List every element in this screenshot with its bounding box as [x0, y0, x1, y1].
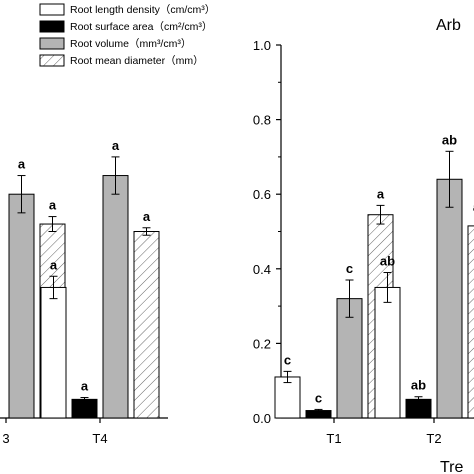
legend-swatch-root-length-density — [39, 3, 65, 16]
right-bar-root-length-density — [274, 376, 301, 419]
legend-label-root-length-density: Root length density（cm/cm³） — [70, 4, 215, 16]
right-bar-root-mean-diameter — [467, 225, 474, 419]
left-bar-root-surface-area — [71, 398, 98, 419]
right-panel-title: Arb — [436, 17, 461, 34]
left-x-ticks: 3 T4 — [2, 418, 108, 446]
legend-label-root-volume: Root volume（mm³/cm³） — [70, 38, 191, 50]
right-y-ticks: 0.0 0.2 0.4 0.6 0.8 1.0 — [253, 38, 281, 426]
left-bar-root-length-density-sig-label: a — [50, 257, 58, 272]
left-bar-root-volume-sig-label: a — [112, 138, 120, 153]
left-x-tick-label: 3 — [2, 431, 9, 446]
axes — [0, 45, 474, 419]
legend-label-root-mean-diameter: Root mean diameter（mm） — [70, 55, 204, 67]
right-panel-xlabel: Tre — [440, 459, 464, 474]
right-bar-root-volume — [436, 178, 463, 419]
right-x-tick-label: T1 — [326, 431, 341, 446]
right-x-tick-label: T2 — [426, 431, 441, 446]
right-bar-root-length-density-sig-label: ab — [380, 254, 395, 269]
left-bar-root-volume — [102, 175, 129, 419]
legend-swatch-root-volume — [39, 37, 65, 50]
right-y-tick-label: 0.6 — [253, 187, 271, 202]
right-y-tick-label: 0.4 — [253, 262, 271, 277]
left-bar-root-length-density — [40, 286, 67, 419]
legend-swatch-root-surface-area — [39, 20, 65, 33]
legend-swatch-root-mean-diameter — [39, 54, 65, 67]
left-bar-root-surface-area-sig-label: a — [81, 378, 89, 393]
right-bar-root-surface-area-sig-label: c — [315, 390, 322, 405]
right-y-tick-label: 0.8 — [253, 113, 271, 128]
right-bar-root-length-density — [374, 286, 401, 419]
right-bar-root-mean-diameter-sig-label: ab — [473, 199, 474, 214]
right-bar-root-surface-area-sig-label: ab — [411, 378, 426, 393]
right-x-ticks: T1T2T3 — [326, 418, 442, 446]
left-bar-root-mean-diameter — [133, 231, 160, 419]
right-y-tick-label: 0.2 — [253, 336, 271, 351]
right-y-tick-label: 0.0 — [253, 411, 271, 426]
left-bar-root-volume-sig-label: a — [18, 157, 26, 172]
left-bar-root-mean-diameter-sig-label: a — [49, 198, 57, 213]
right-bar-root-volume-sig-label: c — [346, 261, 353, 276]
right-bar-root-volume — [336, 298, 363, 419]
right-y-tick-label: 1.0 — [253, 38, 271, 53]
legend: Root length density（cm/cm³） Root surface… — [39, 3, 215, 67]
right-bar-root-mean-diameter-sig-label: a — [377, 186, 385, 201]
left-x-tick-label: T4 — [92, 431, 107, 446]
right-bar-root-length-density-sig-label: c — [284, 352, 291, 367]
right-bar-root-volume-sig-label: ab — [442, 132, 457, 147]
bars: a a a a a a c c c a ab ab ab ab — [8, 132, 474, 419]
legend-label-root-surface-area: Root surface area（cm²/cm³） — [70, 21, 212, 33]
left-bar-root-mean-diameter-sig-label: a — [143, 209, 151, 224]
left-bar-root-volume — [8, 193, 35, 419]
